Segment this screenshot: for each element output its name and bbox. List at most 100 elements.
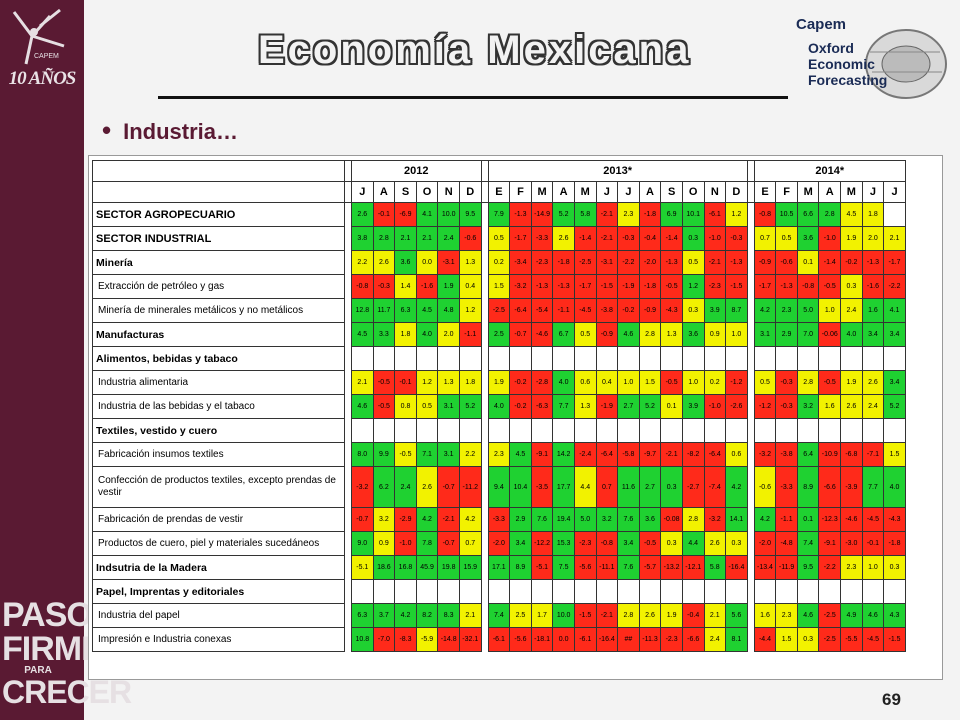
value-cell: -1.8 <box>552 250 575 275</box>
sidebar: CAPEM 10 AÑOS PASOS FIRMES PARA CRECER <box>0 0 132 720</box>
value-cell: 0.5 <box>681 250 705 275</box>
slogan: PASOS FIRMES PARA CRECER <box>2 598 132 708</box>
row-spacer <box>480 579 489 604</box>
value-cell: 0.3 <box>660 531 683 556</box>
month-header: J <box>595 181 619 203</box>
value-cell: -3.3 <box>775 466 798 508</box>
value-cell: 2.9 <box>509 507 532 532</box>
value-cell: 6.6 <box>796 202 820 227</box>
value-cell <box>681 418 705 443</box>
value-cell: -13.2 <box>660 555 683 580</box>
value-cell <box>617 418 640 443</box>
value-cell: 0.3 <box>840 274 863 299</box>
value-cell: -1.0 <box>703 394 727 419</box>
row-label: Industria del papel <box>92 603 345 628</box>
value-cell: -0.08 <box>660 507 683 532</box>
value-cell <box>552 579 575 604</box>
row-spacer <box>480 555 489 580</box>
value-cell: -1.1 <box>775 507 798 532</box>
value-cell: -7.0 <box>372 627 396 652</box>
row-label: Minería de minerales metálicos y no metá… <box>92 298 345 323</box>
value-cell <box>638 346 662 371</box>
value-cell: -9.1 <box>530 442 554 467</box>
value-cell <box>487 346 511 371</box>
value-cell: 2.7 <box>638 466 662 508</box>
month-header: E <box>753 181 777 203</box>
month-header: N <box>437 181 460 203</box>
value-cell: -3.1 <box>595 250 619 275</box>
value-cell: -0.1 <box>394 370 417 395</box>
table-row: Papel, Imprentas y editoriales <box>92 579 906 604</box>
arena-icon <box>865 29 947 99</box>
month-header: D <box>458 181 482 203</box>
value-cell: 1.5 <box>638 370 662 395</box>
bullet-heading: • Industria… <box>102 115 238 146</box>
value-cell: -3.2 <box>753 442 777 467</box>
value-cell: 14.2 <box>552 442 575 467</box>
row-spacer <box>746 555 755 580</box>
value-cell: 0.3 <box>796 627 820 652</box>
value-cell <box>861 579 885 604</box>
value-cell: -0.7 <box>437 531 460 556</box>
month-header: M <box>530 181 554 203</box>
value-cell: 1.9 <box>487 370 511 395</box>
value-cell: -6.6 <box>818 466 842 508</box>
value-cell: 1.2 <box>681 274 705 299</box>
value-cell: 4.2 <box>753 507 777 532</box>
value-cell: 9.4 <box>487 466 511 508</box>
value-cell: 2.6 <box>351 202 374 227</box>
row-spacer <box>344 274 352 299</box>
value-cell: -12.1 <box>681 555 705 580</box>
value-cell: 2.1 <box>703 603 727 628</box>
value-cell: 4.6 <box>617 322 640 347</box>
value-cell <box>573 346 597 371</box>
value-cell <box>573 418 597 443</box>
value-cell <box>351 418 374 443</box>
value-cell: 2.8 <box>638 322 662 347</box>
header-spacer <box>746 160 755 182</box>
value-cell: -4.5 <box>573 298 597 323</box>
value-cell: -2.1 <box>660 442 683 467</box>
value-cell: -1.2 <box>725 370 748 395</box>
value-cell: 3.2 <box>372 507 396 532</box>
value-cell: 4.2 <box>753 298 777 323</box>
value-cell: -11.1 <box>595 555 619 580</box>
value-cell: -2.3 <box>573 531 597 556</box>
value-cell: 5.2 <box>638 394 662 419</box>
row-label: Extracción de petróleo y gas <box>92 274 345 299</box>
value-cell: -2.3 <box>703 274 727 299</box>
row-spacer <box>344 250 352 275</box>
value-cell: -14.9 <box>530 202 554 227</box>
value-cell: 8.9 <box>796 466 820 508</box>
value-cell: -5.4 <box>530 298 554 323</box>
value-cell: -6.4 <box>595 442 619 467</box>
value-cell: -3.1 <box>437 250 460 275</box>
value-cell: 2.6 <box>703 531 727 556</box>
value-cell: 8.2 <box>415 603 439 628</box>
value-cell: 9.0 <box>351 531 374 556</box>
value-cell: 1.3 <box>437 370 460 395</box>
value-cell <box>595 579 619 604</box>
table-row: Minería de minerales metálicos y no metá… <box>92 298 906 323</box>
value-cell: -10.9 <box>818 442 842 467</box>
value-cell: 4.6 <box>351 394 374 419</box>
month-header: A <box>552 181 575 203</box>
value-cell: 1.6 <box>818 394 842 419</box>
value-cell: -5.5 <box>840 627 863 652</box>
row-spacer <box>480 346 489 371</box>
value-cell: 0.9 <box>372 531 396 556</box>
value-cell: -4.6 <box>530 322 554 347</box>
value-cell <box>458 579 482 604</box>
value-cell <box>437 418 460 443</box>
value-cell: -0.7 <box>437 466 460 508</box>
month-header: A <box>638 181 662 203</box>
row-spacer <box>746 394 755 419</box>
value-cell: 1.0 <box>681 370 705 395</box>
value-cell <box>351 579 374 604</box>
value-cell <box>775 346 798 371</box>
value-cell: 1.3 <box>458 250 482 275</box>
table-row: Extracción de petróleo y gas -0.8 -0.3 1.4-… <box>92 274 906 299</box>
value-cell: 4.6 <box>796 603 820 628</box>
value-cell: 2.2 <box>351 250 374 275</box>
value-cell <box>638 579 662 604</box>
